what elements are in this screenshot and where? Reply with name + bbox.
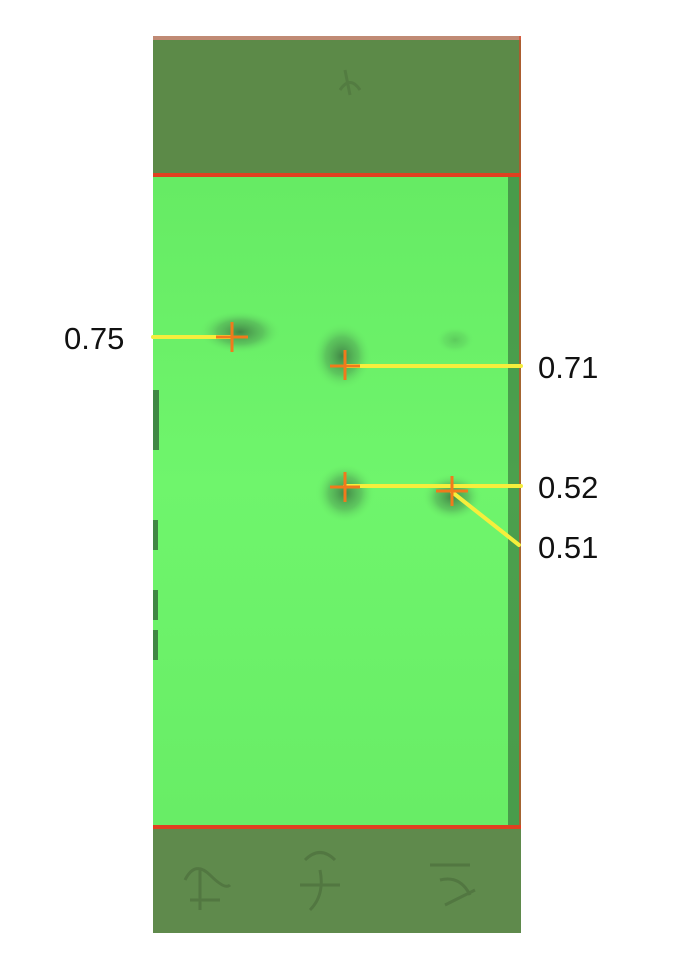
handwritten-lane-labels <box>183 851 476 912</box>
spot-lane1 <box>198 310 282 354</box>
rf-label-051: 0.51 <box>538 530 599 565</box>
leader-lines <box>151 335 523 547</box>
cross-052-icon <box>330 472 360 502</box>
plate-left-edge-marks <box>153 390 159 660</box>
cross-051-icon <box>436 476 468 506</box>
rf-label-071: 0.71 <box>538 350 599 385</box>
spot-lane2-upper <box>312 322 372 390</box>
spot-crosses <box>216 322 468 506</box>
rf-label-052: 0.52 <box>538 470 599 505</box>
rf-label-075: 0.75 <box>64 321 125 356</box>
bottom-band <box>153 827 521 933</box>
cross-075-icon <box>216 322 248 352</box>
spot-lane3-upper-faint <box>435 326 475 354</box>
cross-071-icon <box>330 350 360 380</box>
top-band <box>153 36 521 175</box>
plate-right-edge-shadow <box>508 176 521 827</box>
leader-051 <box>450 490 521 547</box>
